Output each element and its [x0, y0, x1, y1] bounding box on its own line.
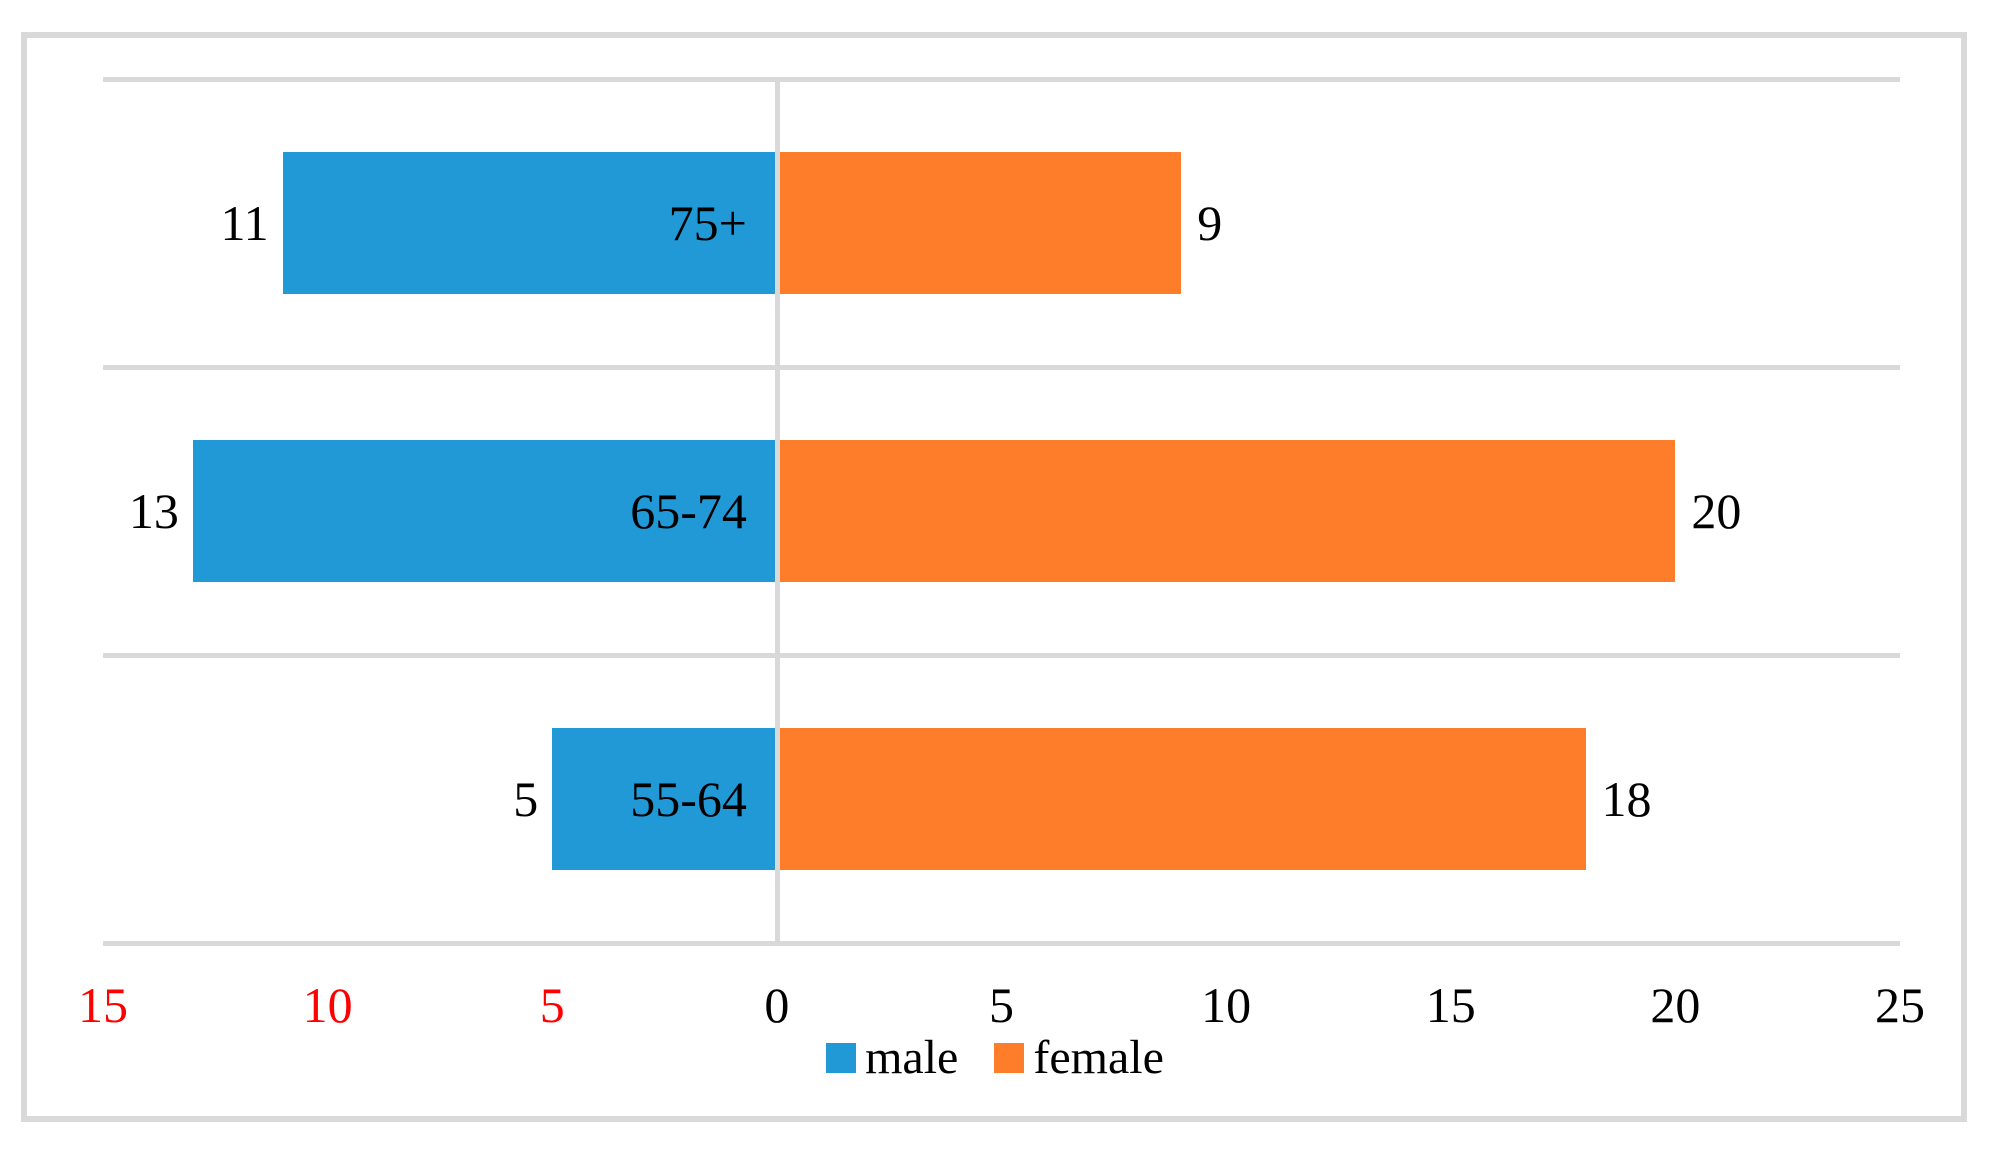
x-tick-label-20: 20	[1650, 977, 1701, 1033]
data-label-male-75plus: 11	[220, 195, 269, 251]
x-tick-label-neg10: 10	[302, 977, 353, 1033]
data-label-male-65-74: 13	[128, 483, 179, 539]
category-label-65-74: 65-74	[630, 483, 747, 539]
x-tick-label-25: 25	[1875, 977, 1925, 1033]
data-label-female-55-64: 18	[1601, 771, 1652, 827]
legend-item-female: female	[994, 1034, 1164, 1082]
bar-male-65-74	[192, 440, 777, 582]
x-tick-label-0: 0	[764, 977, 790, 1033]
bar-male-55-64	[552, 728, 777, 870]
x-axis-line	[103, 941, 1900, 946]
legend-item-male: male	[826, 1034, 958, 1082]
legend-swatch-female-icon	[994, 1043, 1025, 1073]
x-tick-label-5: 5	[989, 977, 1014, 1033]
zero-axis-line	[775, 79, 780, 943]
x-tick-label-neg15: 15	[78, 977, 128, 1033]
bar-female-75plus	[776, 152, 1182, 294]
gridline-horizontal-mid2	[103, 653, 1900, 658]
x-tick-label-15: 15	[1425, 977, 1476, 1033]
category-label-55-64: 55-64	[630, 771, 747, 827]
bar-male-75plus	[282, 152, 777, 294]
x-tick-label-neg5: 5	[539, 977, 565, 1033]
category-label-75plus: 75+	[668, 195, 747, 251]
gridline-horizontal-mid1	[103, 365, 1900, 370]
legend-label-female: female	[1033, 1031, 1164, 1084]
bar-female-55-64	[776, 728, 1586, 870]
legend-swatch-male-icon	[826, 1043, 857, 1073]
data-label-female-75plus: 9	[1197, 195, 1223, 251]
x-tick-label-10: 10	[1201, 977, 1252, 1033]
data-label-female-65-74: 20	[1691, 483, 1742, 539]
legend: male female	[0, 1034, 1990, 1082]
bar-female-65-74	[776, 440, 1676, 582]
legend-label-male: male	[865, 1031, 959, 1084]
data-label-male-55-64: 5	[513, 771, 539, 827]
gridline-horizontal-top	[103, 77, 1900, 82]
